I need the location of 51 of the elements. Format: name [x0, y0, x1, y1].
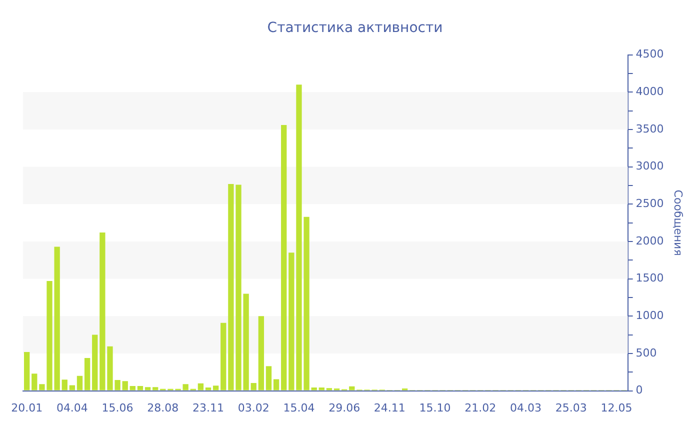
- x-tick-label: 03.02: [238, 401, 270, 414]
- y-tick-label: 1500: [636, 272, 664, 285]
- bar: [198, 383, 204, 390]
- y-tick-label: 0: [636, 384, 643, 397]
- bar: [24, 352, 30, 390]
- bar: [152, 387, 158, 390]
- bar: [281, 124, 287, 390]
- bar: [76, 376, 83, 390]
- bar: [288, 252, 294, 390]
- bar: [137, 386, 144, 390]
- y-axis-title: Сообщения: [672, 190, 685, 256]
- x-tick-label: 24.11: [374, 401, 406, 414]
- x-tick-label: 23.11: [192, 401, 224, 414]
- y-tick-label: 4500: [636, 48, 664, 61]
- y-tick-label: 2000: [636, 234, 664, 248]
- x-tick-label: 28.08: [147, 401, 179, 414]
- bar: [250, 382, 256, 390]
- bar: [122, 381, 128, 390]
- bar: [212, 386, 219, 390]
- y-tick-label: 3500: [636, 122, 664, 136]
- bar: [32, 374, 38, 390]
- bar: [84, 358, 90, 390]
- bar: [69, 385, 76, 390]
- bar: [144, 387, 151, 390]
- bar: [349, 386, 355, 390]
- y-tick-label: 3000: [636, 160, 664, 173]
- x-tick-label: 15.04: [283, 401, 315, 414]
- bar: [220, 322, 226, 390]
- y-tick-label: 2500: [636, 196, 664, 210]
- bar: [273, 379, 280, 390]
- x-tick-label: 21.02: [464, 401, 496, 414]
- x-tick-label: 15.06: [102, 401, 134, 414]
- bar: [311, 387, 317, 390]
- x-tick-label: 04.04: [56, 401, 88, 414]
- x-tick-label: 12.05: [600, 401, 632, 414]
- y-tick-label: 4000: [636, 84, 664, 98]
- bar: [258, 316, 264, 390]
- x-tick-label: 15.10: [419, 401, 451, 414]
- bar: [205, 387, 212, 390]
- bar: [62, 380, 68, 390]
- bar: [318, 387, 324, 390]
- chart-title: Статистика активности: [267, 20, 443, 36]
- bar: [130, 386, 136, 390]
- x-tick-label: 25.03: [555, 401, 587, 414]
- y-tick-label: 1000: [636, 308, 664, 322]
- y-tick-label: 500: [636, 346, 657, 360]
- bar: [266, 366, 272, 390]
- x-tick-label: 29.06: [328, 401, 360, 414]
- bar: [92, 334, 98, 390]
- x-tick-label: 20.01: [11, 401, 43, 414]
- x-tick-label: 04.03: [510, 401, 542, 414]
